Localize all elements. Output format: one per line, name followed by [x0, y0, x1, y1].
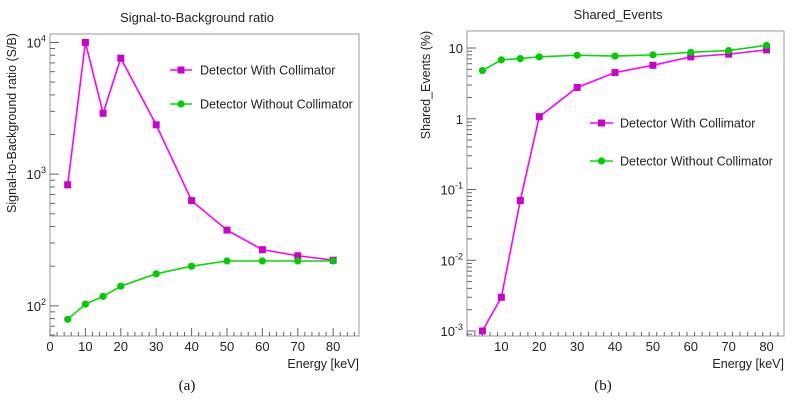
chartb-y-tick-label: 10-3 [441, 322, 463, 339]
chartb-data-point-circle [478, 66, 487, 75]
chartb-legend-label: Detector With Collimator [620, 117, 755, 131]
charta-caption: (a) [179, 378, 196, 394]
charta-data-point-square [294, 252, 302, 260]
chartb-x-tick-label: 50 [646, 339, 660, 354]
chartb-data-point-circle [516, 54, 524, 63]
chartb-y-tick-label: 1 [456, 112, 463, 127]
charta-data-point-circle [152, 270, 160, 278]
charta-data-point-circle [329, 257, 337, 265]
charta-x-tick-label: 0 [46, 339, 53, 354]
chartb-caption: (b) [594, 378, 612, 394]
chartb-y-axis-title: Shared_Events (%) [419, 31, 433, 139]
charta-x-axis-title: Energy [keV] [287, 357, 359, 371]
chartb-data-point-circle [611, 52, 619, 60]
chartb-data-point-circle [497, 56, 505, 64]
chartb-x-tick-label: 30 [570, 339, 584, 354]
chartb-legend-label: Detector Without Collimator [620, 155, 773, 169]
charta-data-point-circle [223, 257, 231, 265]
chartb-series-line-without-collimator [482, 44, 767, 72]
charta-data-point-circle [117, 282, 125, 290]
chartb-data-point-square [687, 53, 695, 61]
charta-series-line-without-collimator [67, 260, 334, 320]
chartb-y-tick-label: 10-2 [441, 251, 463, 268]
charta-legend-square-marker [177, 66, 185, 74]
chartb-data-point-circle [687, 48, 695, 56]
chartb-x-tick-label: 20 [532, 339, 546, 354]
charta-data-point-square [188, 197, 196, 205]
chartb-x-tick-label: 10 [494, 339, 508, 354]
chartb-data-point-circle [535, 53, 543, 61]
charta-data-point-square [223, 226, 231, 234]
chartb-series-line-with-collimator [481, 49, 767, 332]
chartb-data-point-circle [725, 46, 733, 55]
charta-title: Signal-to-Background ratio [120, 10, 274, 25]
charta-y-axis-title: Signal-to-Background ratio (S/B) [5, 33, 19, 213]
charta-legend-circle-marker [177, 100, 185, 108]
chartb-y-tick-label: 10-1 [441, 181, 463, 198]
chartb-data-point-circle [573, 51, 581, 59]
chartb-x-tick-label: 60 [684, 339, 698, 354]
charta-x-tick-label: 60 [255, 339, 269, 354]
chartb-x-tick-label: 80 [759, 339, 773, 354]
charta-legend-label: Detector With Collimator [200, 64, 335, 78]
charta-x-tick-label: 40 [184, 339, 198, 354]
charta-x-tick-label: 10 [78, 339, 92, 354]
chartb-data-point-circle [762, 41, 771, 49]
chartb-legend-square-marker [598, 119, 605, 127]
charta-x-tick-label: 80 [326, 339, 340, 354]
charta-data-point-circle [99, 292, 107, 300]
charta-y-tick-label: 104 [27, 33, 46, 50]
charta-data-point-circle [187, 262, 196, 270]
chartb-data-point-circle [649, 51, 657, 59]
charta-legend-label: Detector Without Collimator [200, 98, 353, 112]
charta-data-point-circle [258, 257, 266, 265]
charta-data-point-circle [81, 300, 89, 308]
chartb-plot-frame [466, 30, 785, 337]
charta-data-point-square [258, 246, 266, 254]
chartb-data-point-square [535, 113, 543, 121]
charta-series-line-with-collimator [66, 42, 334, 262]
charta-x-tick-label: 50 [220, 339, 234, 354]
charta-plot-frame [49, 33, 360, 337]
chartb-data-point-square [497, 293, 505, 301]
chartb-x-tick-label: 40 [608, 339, 622, 354]
charta-data-point-square [152, 121, 160, 129]
charta-data-point-circle [64, 315, 72, 323]
charta-y-tick-label: 103 [27, 165, 46, 182]
charta-data-point-square [64, 181, 72, 189]
chartb-title: Shared_Events [574, 7, 663, 22]
charta-data-point-square [81, 38, 89, 46]
chartb-data-point-square [516, 196, 524, 204]
charta-x-tick-label: 30 [149, 339, 163, 354]
charta-x-tick-label: 70 [291, 339, 305, 354]
chartb-data-point-square [649, 61, 657, 69]
charta-x-tick-label: 20 [114, 339, 128, 354]
charta-y-tick-label: 102 [27, 297, 46, 314]
charta-data-point-circle [294, 257, 302, 265]
chartb-data-point-square [763, 46, 771, 54]
chartb-y-tick-label: 10 [449, 41, 463, 56]
charta-data-point-square [117, 54, 125, 62]
chartb-data-point-square [478, 327, 486, 335]
chartb-data-point-square [573, 83, 581, 91]
chartb-x-tick-label: 70 [721, 339, 735, 354]
chartb-x-axis-title: Energy [keV] [712, 357, 784, 371]
chartb-data-point-square [611, 69, 619, 77]
chartb-legend-circle-marker [597, 157, 606, 165]
charta-data-point-square [99, 109, 107, 117]
